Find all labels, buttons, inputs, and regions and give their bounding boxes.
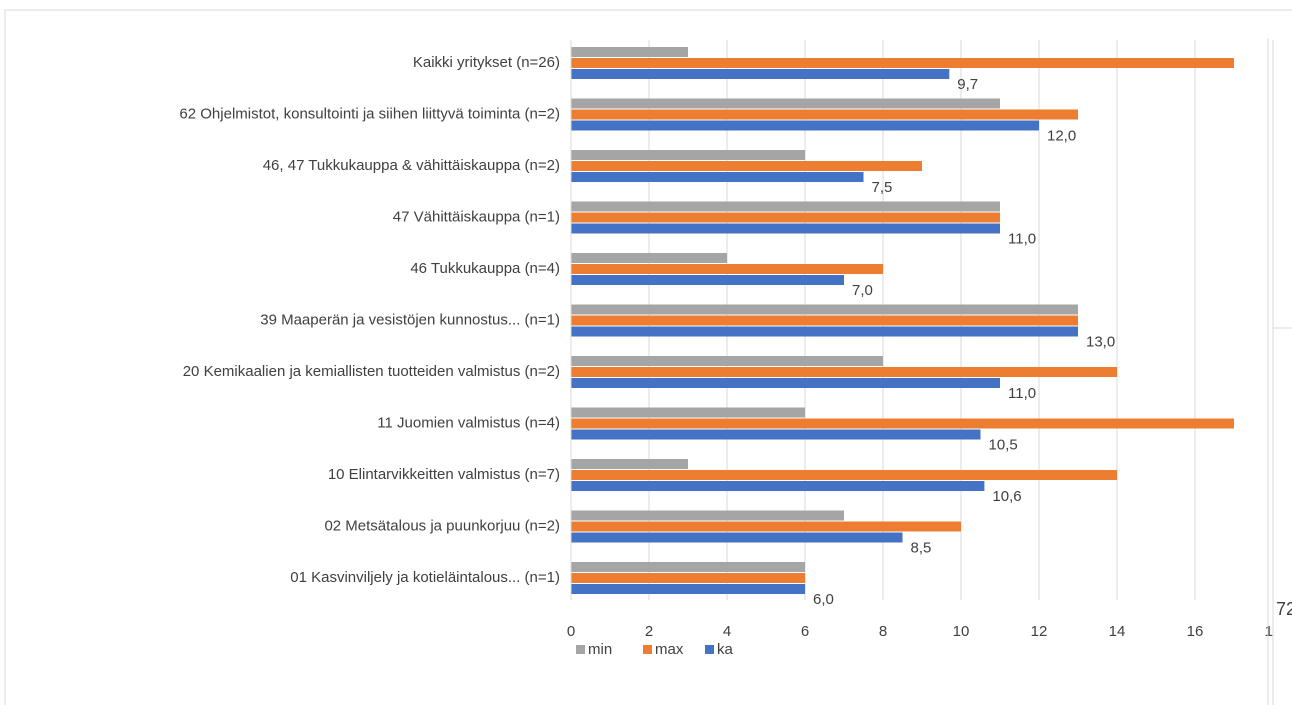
category-label: 10 Elintarvikkeitten valmistus (n=7) — [328, 466, 560, 483]
value-label: 9,7 — [957, 76, 978, 93]
legend-label: max — [655, 641, 684, 658]
bar — [571, 150, 805, 160]
value-label: 8,5 — [911, 539, 932, 556]
bar — [571, 418, 1234, 429]
legend-label: ka — [717, 641, 734, 658]
category-label: 46, 47 Tukkukauppa & vähittäiskauppa (n=… — [263, 157, 560, 174]
category-label: Kaikki yritykset (n=26) — [413, 54, 560, 71]
bar — [571, 367, 1117, 377]
bar — [571, 429, 981, 440]
category-label: 01 Kasvinviljely ja kotieläintalous... (… — [290, 569, 560, 586]
x-tick-label: 0 — [567, 623, 575, 640]
x-tick-label: 2 — [645, 623, 653, 640]
bar — [571, 326, 1078, 337]
bar — [571, 481, 985, 491]
bar — [571, 161, 922, 171]
bar — [571, 275, 844, 285]
legend-swatch — [576, 645, 585, 654]
value-label: 11,0 — [1008, 230, 1036, 247]
value-label: 11,0 — [1008, 385, 1036, 402]
value-label: 7,0 — [852, 282, 873, 299]
legend-label: min — [588, 641, 612, 658]
x-tick-label: 6 — [801, 623, 809, 640]
bar — [571, 201, 1000, 212]
bar — [571, 58, 1234, 68]
bar — [571, 470, 1117, 480]
bar — [571, 315, 1078, 326]
category-label: 46 Tukkukauppa (n=4) — [410, 260, 560, 277]
bar — [571, 253, 727, 263]
bar — [571, 521, 961, 532]
bar — [571, 378, 1000, 388]
bar — [571, 69, 950, 79]
bar — [571, 120, 1039, 131]
category-label: 47 Vähittäiskauppa (n=1) — [393, 208, 560, 225]
bar — [571, 304, 1078, 315]
bar — [571, 109, 1078, 120]
value-label: 12,0 — [1047, 127, 1076, 144]
bar — [571, 562, 805, 572]
bar — [571, 212, 1000, 223]
bar — [571, 573, 805, 583]
x-tick-label: 4 — [723, 623, 731, 640]
bar — [571, 264, 883, 274]
x-tick-label: 16 — [1187, 623, 1204, 640]
value-label: 7,5 — [872, 179, 893, 196]
bar — [571, 47, 688, 57]
bar — [571, 510, 844, 521]
category-label: 02 Metsätalous ja puunkorjuu (n=2) — [324, 517, 560, 534]
x-tick-label: 14 — [1109, 623, 1126, 640]
value-label: 6,0 — [813, 591, 834, 608]
category-label: 20 Kemikaalien ja kemiallisten tuotteide… — [183, 363, 560, 380]
legend-swatch — [705, 645, 714, 654]
bar — [571, 356, 883, 366]
annotation: 72 — [1276, 599, 1292, 619]
x-tick-label: 10 — [953, 623, 970, 640]
category-label: 62 Ohjelmistot, konsultointi ja siihen l… — [179, 105, 560, 122]
category-label: 39 Maaperän ja vesistöjen kunnostus... (… — [260, 311, 560, 328]
category-label: 11 Juomien valmistus (n=4) — [377, 414, 560, 431]
value-label: 10,6 — [992, 488, 1021, 505]
bar — [571, 407, 805, 418]
bar — [571, 223, 1000, 234]
value-label: 13,0 — [1086, 333, 1115, 350]
overlay-panel — [1272, 327, 1292, 705]
x-tick-label: 12 — [1031, 623, 1048, 640]
bar — [571, 532, 903, 543]
bar — [571, 172, 864, 182]
bar — [571, 584, 805, 594]
x-tick-label: 8 — [879, 623, 887, 640]
value-label: 10,5 — [989, 436, 1018, 453]
bar — [571, 459, 688, 469]
bar — [571, 98, 1000, 109]
legend-swatch — [643, 645, 652, 654]
